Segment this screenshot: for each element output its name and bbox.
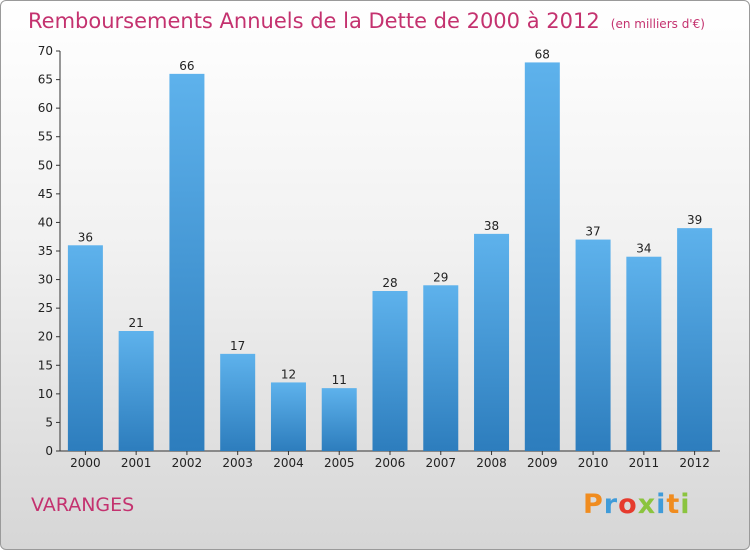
bar-value-label: 37 — [585, 225, 600, 239]
y-tick-label: 20 — [38, 330, 53, 344]
bar-value-label: 34 — [636, 242, 651, 256]
bar — [67, 245, 103, 451]
bar-value-label: 12 — [281, 367, 296, 381]
bar — [575, 239, 611, 451]
bar-value-label: 28 — [382, 276, 397, 290]
logo-letter: r — [603, 489, 619, 520]
bar — [118, 331, 154, 451]
chart-title: Remboursements Annuels de la Dette de 20… — [28, 9, 705, 33]
y-tick-label: 0 — [45, 444, 53, 458]
bar — [524, 62, 560, 452]
x-tick-label: 2010 — [578, 456, 609, 470]
y-tick-label: 5 — [45, 415, 53, 429]
y-tick-label: 70 — [38, 44, 53, 58]
bar — [423, 285, 459, 451]
chart-title-main: Remboursements Annuels de la Dette de 20… — [28, 9, 600, 33]
chart-title-unit: (en milliers d'€) — [610, 17, 705, 31]
commune-name: VARANGES — [31, 494, 135, 516]
bar — [372, 291, 408, 451]
bar — [677, 228, 713, 451]
bar-value-label: 68 — [535, 47, 550, 61]
x-tick-label: 2001 — [121, 456, 152, 470]
bar — [169, 73, 205, 451]
logo-letter: P — [583, 489, 604, 520]
x-tick-label: 2009 — [527, 456, 558, 470]
y-tick-label: 65 — [38, 73, 53, 87]
x-tick-label: 2002 — [172, 456, 203, 470]
bar-value-label: 38 — [484, 219, 499, 233]
bar — [626, 256, 662, 451]
x-tick-label: 2011 — [629, 456, 660, 470]
bar — [220, 353, 256, 451]
x-tick-label: 2007 — [425, 456, 456, 470]
x-tick-label: 2012 — [679, 456, 710, 470]
y-tick-label: 10 — [38, 387, 53, 401]
y-tick-label: 55 — [38, 130, 53, 144]
y-tick-label: 35 — [38, 244, 53, 258]
x-tick-label: 2004 — [273, 456, 304, 470]
y-tick-label: 40 — [38, 215, 53, 229]
x-tick-label: 2003 — [222, 456, 253, 470]
bar — [270, 382, 306, 451]
logo-letter: o — [618, 489, 638, 520]
bar-value-label: 11 — [332, 373, 347, 387]
y-tick-label: 45 — [38, 187, 53, 201]
x-tick-label: 2000 — [70, 456, 101, 470]
bar-value-label: 17 — [230, 339, 245, 353]
bar-value-label: 66 — [179, 59, 194, 73]
y-tick-label: 25 — [38, 301, 53, 315]
y-tick-label: 15 — [38, 358, 53, 372]
proxiti-logo: Proxiti — [583, 489, 691, 520]
x-tick-label: 2005 — [324, 456, 355, 470]
y-tick-label: 50 — [38, 158, 53, 172]
logo-letter: x — [637, 489, 657, 520]
logo-letter: i — [656, 489, 667, 520]
y-tick-label: 60 — [38, 101, 53, 115]
x-tick-label: 2006 — [375, 456, 406, 470]
logo-letter: i — [680, 489, 691, 520]
bar-value-label: 21 — [129, 316, 144, 330]
y-tick-label: 30 — [38, 273, 53, 287]
bar-value-label: 29 — [433, 270, 448, 284]
x-tick-label: 2008 — [476, 456, 507, 470]
bar-value-label: 39 — [687, 213, 702, 227]
logo-letter: t — [666, 489, 681, 520]
bar — [474, 233, 510, 451]
bar — [321, 388, 357, 451]
bar-value-label: 36 — [78, 230, 93, 244]
